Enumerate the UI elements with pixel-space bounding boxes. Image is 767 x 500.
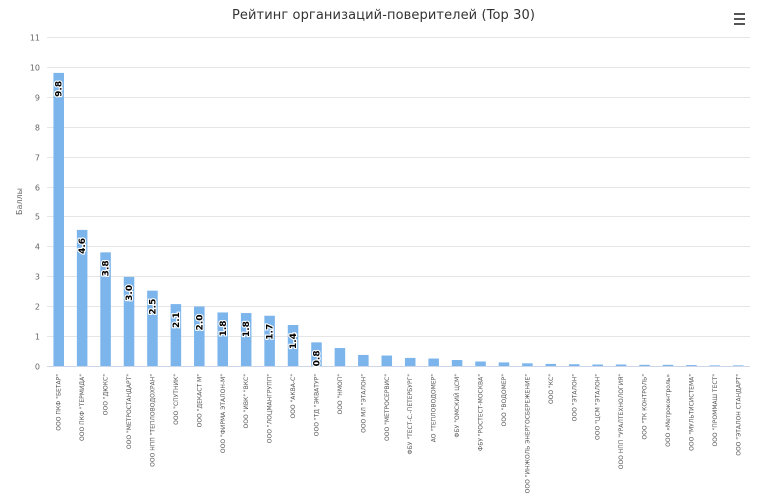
x-tick-label: ООО ПКФ "ТЕРМИДА" xyxy=(79,374,86,441)
x-tick-label: ООО "МЕТРОСТАНДАРТ" xyxy=(126,374,133,449)
bar xyxy=(147,290,158,366)
y-tick-label: 4 xyxy=(35,243,40,252)
bar xyxy=(568,364,580,366)
x-tick-label: ООО "ЭТАЛОН" xyxy=(571,374,578,422)
bar xyxy=(287,325,299,366)
chart-menu-button[interactable] xyxy=(730,10,750,28)
y-tick-label: 5 xyxy=(35,213,40,222)
data-label: 9.8 xyxy=(55,81,65,97)
data-label: 2.0 xyxy=(195,315,205,331)
data-label: 1.4 xyxy=(289,333,299,349)
y-tick-label: 2 xyxy=(35,303,40,312)
x-tick-label: ООО "КС" xyxy=(548,374,555,404)
bar xyxy=(358,354,369,366)
bar xyxy=(686,365,697,366)
x-tick-label: ООО "ПРОММАШ ТЕСТ" xyxy=(712,374,719,447)
bar xyxy=(240,313,252,366)
y-tick-label: 9 xyxy=(35,94,40,103)
y-tick-label: 0 xyxy=(35,363,40,372)
x-tick-label: ООО "ИНЖОЛЬ ЭНЕРГОСБЕРЕЖЕНИЕ" xyxy=(524,374,531,494)
bar xyxy=(100,252,111,366)
bar xyxy=(615,364,627,366)
bar xyxy=(639,364,650,366)
bar xyxy=(428,358,439,366)
y-tick-label: 8 xyxy=(35,124,40,133)
x-tick-label: ООО "НМОП" xyxy=(337,374,344,415)
x-tick-label: ФБУ "РОСТЕСТ-МОСКВА" xyxy=(478,374,485,451)
chart-title: Рейтинг организаций-поверителей (Top 30) xyxy=(231,8,536,23)
x-tick-label: ООО "ДЮКС" xyxy=(103,374,110,415)
x-tick-label: ООО "ФИРМА ЭТАЛОН-М" xyxy=(220,374,227,453)
x-tick-label: ООО "ЦСМ "ЭТАЛОН" xyxy=(595,374,602,440)
y-axis-title: Баллы xyxy=(15,188,24,215)
bar xyxy=(662,364,674,366)
bar xyxy=(545,363,557,366)
x-tick-label: ООО "ДЕКАСТ М" xyxy=(196,374,203,428)
x-tick-label: ООО "МУЛЬТИСИСТЕМА" xyxy=(688,374,695,451)
x-tick-label: ООО "ТД "ЭКВАТУР" xyxy=(313,374,320,436)
x-tick-label: АО "ТЕПЛОВОДОМЕР" xyxy=(431,374,438,443)
bar xyxy=(76,229,88,366)
bar xyxy=(404,357,416,366)
data-label: 2.5 xyxy=(148,299,158,315)
x-tick-label: ООО "АКВА-С" xyxy=(290,374,297,419)
x-tick-label: ООО "ТК КОНТРОЛЬ" xyxy=(642,374,649,440)
x-tick-label: ООО "ЛОЦМАНГРУПП" xyxy=(267,374,274,443)
bar xyxy=(123,276,135,366)
y-tick-label: 1 xyxy=(35,333,40,342)
bar xyxy=(733,365,744,366)
bar xyxy=(475,361,486,366)
x-tick-label: ООО "МЕТРОСЕРВИС" xyxy=(384,374,391,441)
bar xyxy=(53,72,64,366)
x-tick-label: ФБУ "ОМСКИЙ ЦСМ" xyxy=(454,374,461,438)
bar xyxy=(194,306,205,366)
bar xyxy=(264,315,275,366)
bar xyxy=(381,355,393,366)
y-tick-label: 7 xyxy=(35,154,40,163)
x-tick-label: ООО "СПУТНИК" xyxy=(173,374,180,425)
data-label: 1.8 xyxy=(219,320,229,336)
data-label: 0.8 xyxy=(312,350,322,366)
x-tick-label: ООО ПКФ "БЕТАР" xyxy=(56,374,63,431)
bar xyxy=(217,312,229,366)
bar xyxy=(709,365,721,366)
data-label: 3.8 xyxy=(102,260,112,276)
x-tick-label: ООО "ЭТАЛОН СТАНДАРТ" xyxy=(735,374,742,456)
x-tick-label: ООО МЛ "ЭТАЛОН" xyxy=(360,374,367,433)
menu-icon-line xyxy=(734,23,745,25)
y-tick-label: 6 xyxy=(35,184,40,193)
y-tick-label: 10 xyxy=(30,64,40,73)
x-tick-label: ООО "ИВК" "ВКС" xyxy=(243,374,250,429)
data-label: 3.0 xyxy=(125,285,135,301)
menu-icon-line xyxy=(734,18,745,20)
data-label: 1.8 xyxy=(242,321,252,337)
grid-lines xyxy=(47,37,750,367)
y-tick-label: 3 xyxy=(35,273,40,282)
bar xyxy=(170,304,182,366)
bar xyxy=(451,360,463,366)
x-tick-label: ООО «Метроконтроль» xyxy=(665,374,672,447)
y-tick-label: 11 xyxy=(30,34,40,43)
x-tick-label: ООО НПП "ТЕПЛОВОДОХРАН" xyxy=(149,374,156,467)
bar xyxy=(522,363,533,366)
x-tick-label: ООО "ВОДОМЕР" xyxy=(501,374,508,427)
bar xyxy=(311,342,322,366)
data-label: 2.1 xyxy=(172,312,182,328)
bar xyxy=(334,348,346,366)
data-label: 4.6 xyxy=(78,238,88,254)
bar xyxy=(592,364,603,366)
menu-icon-line xyxy=(734,13,745,15)
x-tick-label: ООО НПП "УРАЛТЕХНОЛОГИЯ" xyxy=(618,374,625,470)
bar xyxy=(498,362,510,366)
x-tick-label: ФБУ "ТЕСТ-С.-ПЕТЕРБУРГ" xyxy=(407,374,414,455)
data-label: 1.7 xyxy=(266,324,276,340)
